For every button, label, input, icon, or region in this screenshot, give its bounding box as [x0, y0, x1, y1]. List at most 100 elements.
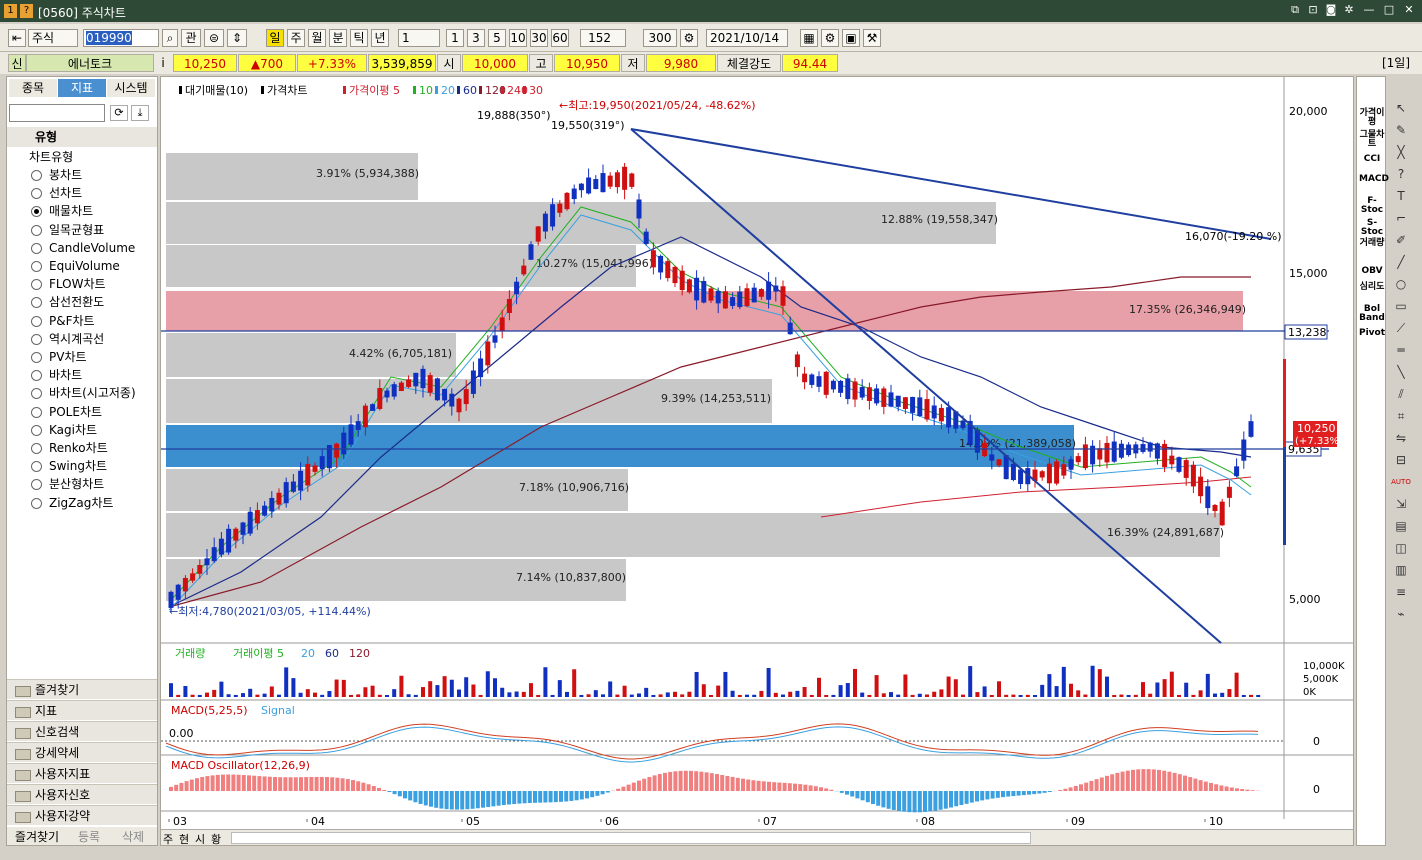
btn-hyeon[interactable]: 현 [179, 831, 189, 847]
hline-icon[interactable]: ═ [1390, 342, 1412, 358]
fib-icon[interactable]: ⇋ [1390, 430, 1412, 446]
period-day[interactable]: 일 [266, 29, 284, 47]
btn-ju[interactable]: 주 [163, 831, 173, 847]
tab-indicator[interactable]: 지표 [58, 79, 106, 97]
btn-hwang[interactable]: 황 [211, 831, 221, 847]
market-select[interactable]: 주식 [28, 29, 78, 47]
candle-body [1141, 444, 1146, 452]
quick-30[interactable]: 30 [530, 29, 548, 47]
osc-bar [413, 791, 417, 802]
close-icon[interactable]: ✕ [1402, 3, 1416, 17]
window-icon[interactable]: ◫ [1390, 540, 1412, 556]
settings-icon[interactable]: ⊡ [1306, 3, 1320, 17]
folder-item[interactable]: 즐겨찾기 [7, 679, 157, 699]
quick-10[interactable]: 10 [509, 29, 527, 47]
grid-icon[interactable]: ⌗ [1390, 408, 1412, 424]
period-tick[interactable]: 틱 [350, 29, 368, 47]
count-stepper[interactable]: 152 [580, 29, 626, 47]
indicator-button[interactable]: S-Stoc [1359, 219, 1385, 237]
camera-icon[interactable]: ◙ [1324, 3, 1338, 17]
first-icon[interactable]: ⇤ [8, 29, 26, 47]
rect-icon[interactable]: ▭ [1390, 298, 1412, 314]
gwan-button[interactable]: 관 [181, 29, 201, 47]
quick-1[interactable]: 1 [446, 29, 464, 47]
search-icon[interactable]: ⌕ [162, 29, 178, 47]
updown-icon[interactable]: ⇕ [227, 29, 247, 47]
period-minute[interactable]: 분 [329, 29, 347, 47]
total-input[interactable]: 300 [643, 29, 677, 47]
channel-icon[interactable]: ⫽ [1390, 386, 1412, 402]
search-input[interactable] [9, 104, 105, 122]
menu-icon[interactable]: ≡ [1390, 584, 1412, 600]
list-icon[interactable]: ▥ [1390, 562, 1412, 578]
stock-chart[interactable]: 3.91% (5,934,388)12.88% (19,558,347)10.2… [161, 77, 1353, 845]
info-icon[interactable]: i [156, 54, 170, 72]
indicator-button[interactable]: 그물차트 [1359, 131, 1385, 149]
save-icon[interactable]: ▣ [842, 29, 860, 47]
line-icon[interactable]: ╱ [1390, 254, 1412, 270]
maximize-icon[interactable]: □ [1382, 3, 1396, 17]
download-icon[interactable]: ⤓ [131, 105, 149, 121]
indicator-button[interactable]: 가격이평 [1359, 109, 1385, 127]
folder-item[interactable]: 강세약세 [7, 742, 157, 762]
tab-system[interactable]: 시스템 [107, 79, 155, 97]
chart-area[interactable]: 3.91% (5,934,388)12.88% (19,558,347)10.2… [160, 76, 1354, 846]
indicator-button[interactable]: 심리도 [1359, 283, 1385, 292]
register-button[interactable]: 등록 [69, 828, 109, 845]
config-icon[interactable]: ⚙ [821, 29, 839, 47]
tab-stock[interactable]: 종목 [9, 79, 57, 97]
text-icon[interactable]: T [1390, 188, 1412, 204]
folder-item[interactable]: 사용자신호 [7, 784, 157, 804]
period-month[interactable]: 월 [308, 29, 326, 47]
date-select[interactable]: 2021/10/14 [706, 29, 788, 47]
box-icon[interactable]: ⊟ [1390, 452, 1412, 468]
btn-si[interactable]: 시 [195, 831, 205, 847]
period-week[interactable]: 주 [287, 29, 305, 47]
cursor-icon[interactable]: ↖ [1390, 100, 1412, 116]
quick-60[interactable]: 60 [551, 29, 569, 47]
indicator-button[interactable]: Pivot [1359, 329, 1385, 338]
code-input[interactable]: 019990 [83, 29, 159, 47]
quick-3[interactable]: 3 [467, 29, 485, 47]
delete-button[interactable]: 삭제 [113, 828, 153, 845]
indicator-button[interactable]: MACD [1359, 175, 1385, 184]
diagonal-icon[interactable]: ╲ [1390, 364, 1412, 380]
refresh-icon[interactable]: ⟳ [110, 105, 128, 121]
h-scrollbar[interactable] [231, 832, 1031, 844]
indicator-button[interactable]: F-Stoc [1359, 197, 1385, 215]
settings-icon[interactable]: ⚙ [680, 29, 698, 47]
help-icon[interactable]: ? [20, 4, 33, 18]
angle-icon[interactable]: ⌐ [1390, 210, 1412, 226]
folder-item[interactable]: 지표 [7, 700, 157, 720]
link-icon[interactable]: ⧉ [1288, 3, 1302, 17]
volume-bar [795, 691, 799, 697]
misc-icon[interactable]: ⌁ [1390, 606, 1412, 622]
folder-item[interactable]: 사용자지표 [7, 763, 157, 783]
table-icon[interactable]: ▤ [1390, 518, 1412, 534]
section-header[interactable]: 유형 [7, 127, 157, 147]
rotate-icon[interactable]: ⊜ [204, 29, 224, 47]
folder-item[interactable]: 사용자강약 [7, 805, 157, 825]
export-icon[interactable]: ⇲ [1390, 496, 1412, 512]
gear-icon[interactable]: ✲ [1342, 3, 1356, 17]
tab-favorites[interactable]: 즐겨찾기 [9, 828, 65, 845]
minimize-icon[interactable]: — [1362, 3, 1376, 17]
chart-icon[interactable]: ▦ [800, 29, 818, 47]
tools-icon[interactable]: ⚒ [863, 29, 881, 47]
indicator-button[interactable]: CCI [1359, 155, 1385, 164]
circle-icon[interactable]: ○ [1390, 276, 1412, 292]
trend-icon[interactable]: ⟋ [1390, 320, 1412, 336]
indicator-button[interactable]: OBV [1359, 267, 1385, 276]
indicator-button[interactable]: Bol Band [1359, 305, 1385, 323]
pen-icon[interactable]: ✎ [1390, 122, 1412, 138]
edit-icon[interactable]: ✐ [1390, 232, 1412, 248]
period-year[interactable]: 년 [371, 29, 389, 47]
folder-item[interactable]: 신호검색 [7, 721, 157, 741]
indicator-button[interactable]: 거래량 [1359, 239, 1385, 248]
help-icon[interactable]: ? [1390, 166, 1412, 182]
period-num-select[interactable]: 1 [398, 29, 440, 47]
cross-icon[interactable]: ╳ [1390, 144, 1412, 160]
group-label[interactable]: 차트유형 [11, 149, 73, 165]
auto-icon[interactable]: AUTO [1390, 474, 1412, 490]
quick-5[interactable]: 5 [488, 29, 506, 47]
